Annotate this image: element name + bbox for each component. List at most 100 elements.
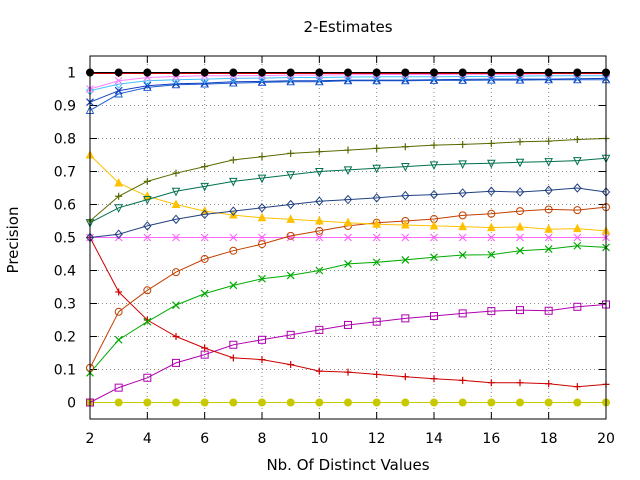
data-point [516, 306, 524, 315]
data-point [258, 398, 266, 407]
y-tick-label: 0.3 [54, 297, 76, 313]
data-point [401, 143, 409, 151]
data-point [287, 361, 295, 369]
series-line [89, 304, 607, 403]
data-point [343, 72, 353, 82]
data-point [229, 340, 238, 349]
data-point [143, 81, 152, 90]
data-point [143, 317, 152, 326]
data-point [487, 209, 496, 218]
data-point [515, 158, 525, 168]
data-point [229, 77, 238, 87]
data-point [315, 68, 324, 77]
data-point [115, 192, 123, 200]
data-point [372, 219, 381, 228]
data-point [172, 68, 180, 77]
data-point [286, 199, 295, 210]
data-point [200, 233, 209, 242]
data-point [143, 373, 152, 382]
data-point [430, 398, 438, 407]
data-point [458, 233, 467, 242]
data-point [172, 358, 180, 367]
data-point [458, 251, 467, 259]
data-point [372, 398, 381, 407]
data-point [286, 72, 295, 83]
data-point [200, 289, 209, 298]
data-point [114, 177, 123, 187]
data-point [516, 246, 524, 255]
data-point [344, 398, 352, 407]
data-point [258, 356, 266, 364]
data-point [143, 177, 151, 185]
y-tick-label: 0.8 [54, 132, 76, 148]
data-point [143, 286, 152, 295]
data-point [114, 86, 123, 95]
data-point [487, 398, 496, 407]
series-line [89, 187, 607, 238]
data-point [544, 158, 553, 167]
data-point [430, 141, 438, 149]
data-point [430, 253, 438, 262]
data-point [258, 68, 266, 77]
data-point [344, 146, 352, 154]
y-tick-label: 0 [67, 396, 76, 412]
series-line [89, 245, 607, 374]
x-tick-label: 8 [258, 431, 267, 447]
data-point [516, 68, 524, 77]
x-tick-label: 18 [540, 431, 558, 447]
data-point [401, 314, 410, 323]
data-point [200, 182, 209, 192]
data-point [257, 73, 267, 83]
data-point [515, 221, 525, 231]
data-point [487, 250, 496, 259]
data-point [458, 309, 467, 318]
data-point [171, 199, 181, 208]
data-point [372, 193, 381, 203]
data-point [114, 229, 123, 239]
data-point [487, 222, 496, 232]
data-point [257, 212, 267, 222]
data-point [286, 231, 295, 240]
data-point [487, 379, 495, 387]
data-point [315, 148, 323, 156]
data-point [372, 258, 381, 267]
axis-ticks: 00.10.20.30.40.50.60.70.80.912 4 6 8 10 12 14 1… [54, 56, 615, 447]
data-point [573, 223, 582, 233]
x-tick-label: 20 [597, 431, 615, 447]
data-point [315, 266, 324, 275]
data-point [458, 160, 467, 170]
data-point [516, 138, 524, 146]
data-point [487, 139, 495, 147]
data-point [544, 185, 553, 196]
data-point [516, 233, 524, 242]
data-point [258, 153, 266, 161]
data-point [286, 330, 295, 339]
data-point [573, 383, 581, 391]
data-point [172, 301, 180, 310]
data-point [573, 233, 582, 242]
data-point [458, 221, 467, 231]
data-point [544, 233, 553, 242]
data-point [544, 68, 553, 77]
x-tick-label: 16 [482, 431, 500, 447]
series-group [85, 68, 611, 407]
data-point [229, 398, 238, 407]
data-point [430, 68, 438, 77]
data-point [315, 215, 324, 225]
data-point [143, 68, 152, 77]
data-point [172, 169, 180, 177]
data-point [286, 171, 295, 180]
data-point [430, 375, 438, 383]
data-point [545, 137, 553, 145]
data-point [372, 68, 381, 77]
y-axis-label: Precision [4, 207, 22, 274]
y-tick-label: 0.5 [54, 231, 76, 247]
y-tick-label: 0.9 [54, 99, 76, 115]
data-point [229, 206, 238, 216]
data-point [401, 373, 409, 381]
series-3 [86, 241, 610, 377]
data-point [229, 354, 237, 362]
data-point [315, 233, 324, 242]
data-point [487, 159, 496, 169]
data-point [430, 233, 438, 242]
